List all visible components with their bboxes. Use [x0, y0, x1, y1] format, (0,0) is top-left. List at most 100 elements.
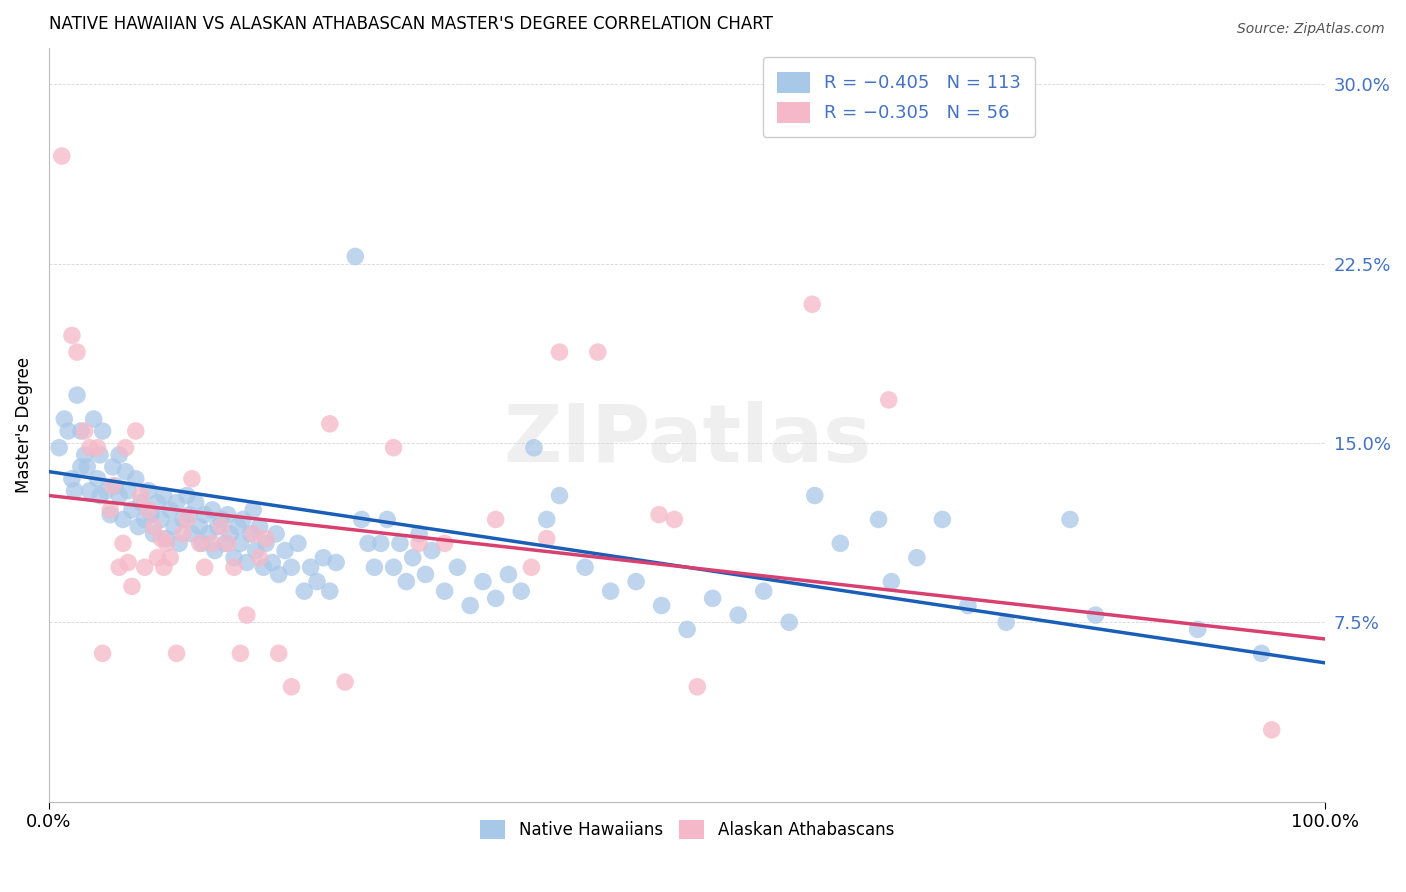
Point: [249, 550, 271, 565]
Point: [219, 526, 242, 541]
Point: [217, 508, 239, 522]
Point: [166, 646, 188, 660]
Text: ZIPatlas: ZIPatlas: [503, 401, 872, 479]
Point: [209, 519, 232, 533]
Point: [86, 441, 108, 455]
Point: [350, 512, 373, 526]
Point: [125, 424, 148, 438]
Point: [134, 512, 156, 526]
Point: [229, 536, 252, 550]
Point: [363, 560, 385, 574]
Point: [536, 512, 558, 526]
Point: [523, 441, 546, 455]
Point: [333, 675, 356, 690]
Point: [1250, 646, 1272, 660]
Point: [197, 526, 219, 541]
Point: [402, 550, 425, 565]
Text: Source: ZipAtlas.com: Source: ZipAtlas.com: [1237, 22, 1385, 37]
Point: [305, 574, 328, 589]
Point: [388, 536, 411, 550]
Point: [905, 550, 928, 565]
Point: [207, 519, 229, 533]
Point: [222, 550, 245, 565]
Point: [803, 489, 825, 503]
Point: [319, 417, 342, 431]
Point: [624, 574, 647, 589]
Point: [104, 479, 127, 493]
Point: [204, 543, 226, 558]
Point: [778, 615, 800, 630]
Point: [184, 496, 207, 510]
Point: [446, 560, 468, 574]
Point: [153, 560, 176, 574]
Point: [586, 345, 609, 359]
Point: [868, 512, 890, 526]
Point: [877, 392, 900, 407]
Point: [382, 441, 405, 455]
Point: [830, 536, 852, 550]
Point: [510, 584, 533, 599]
Point: [727, 608, 749, 623]
Point: [98, 508, 121, 522]
Point: [176, 489, 198, 503]
Point: [1059, 512, 1081, 526]
Point: [181, 472, 204, 486]
Point: [89, 448, 111, 462]
Point: [458, 599, 481, 613]
Point: [114, 441, 136, 455]
Point: [262, 556, 284, 570]
Point: [172, 526, 194, 541]
Point: [125, 472, 148, 486]
Text: NATIVE HAWAIIAN VS ALASKAN ATHABASCAN MASTER'S DEGREE CORRELATION CHART: NATIVE HAWAIIAN VS ALASKAN ATHABASCAN MA…: [49, 15, 773, 33]
Point: [217, 536, 239, 550]
Point: [142, 526, 165, 541]
Point: [433, 536, 456, 550]
Point: [1260, 723, 1282, 737]
Point: [485, 512, 508, 526]
Point: [382, 560, 405, 574]
Point: [51, 149, 73, 163]
Point: [880, 574, 903, 589]
Point: [155, 532, 177, 546]
Point: [931, 512, 953, 526]
Point: [108, 489, 131, 503]
Point: [1187, 623, 1209, 637]
Point: [245, 543, 267, 558]
Point: [252, 560, 274, 574]
Point: [599, 584, 621, 599]
Point: [111, 512, 134, 526]
Point: [96, 483, 118, 498]
Point: [117, 483, 139, 498]
Point: [319, 584, 342, 599]
Point: [274, 543, 297, 558]
Point: [267, 567, 290, 582]
Y-axis label: Master's Degree: Master's Degree: [15, 357, 32, 493]
Point: [117, 556, 139, 570]
Point: [139, 508, 162, 522]
Point: [79, 441, 101, 455]
Point: [114, 465, 136, 479]
Point: [236, 556, 259, 570]
Point: [108, 560, 131, 574]
Point: [415, 567, 437, 582]
Point: [146, 496, 169, 510]
Point: [142, 519, 165, 533]
Point: [129, 489, 152, 503]
Point: [222, 560, 245, 574]
Point: [433, 584, 456, 599]
Point: [163, 519, 186, 533]
Point: [121, 579, 143, 593]
Point: [574, 560, 596, 574]
Point: [101, 479, 124, 493]
Point: [60, 328, 83, 343]
Point: [70, 459, 93, 474]
Point: [471, 574, 494, 589]
Point: [956, 599, 979, 613]
Point: [79, 483, 101, 498]
Point: [172, 512, 194, 526]
Point: [280, 560, 302, 574]
Point: [153, 489, 176, 503]
Point: [129, 496, 152, 510]
Point: [209, 512, 232, 526]
Point: [232, 512, 254, 526]
